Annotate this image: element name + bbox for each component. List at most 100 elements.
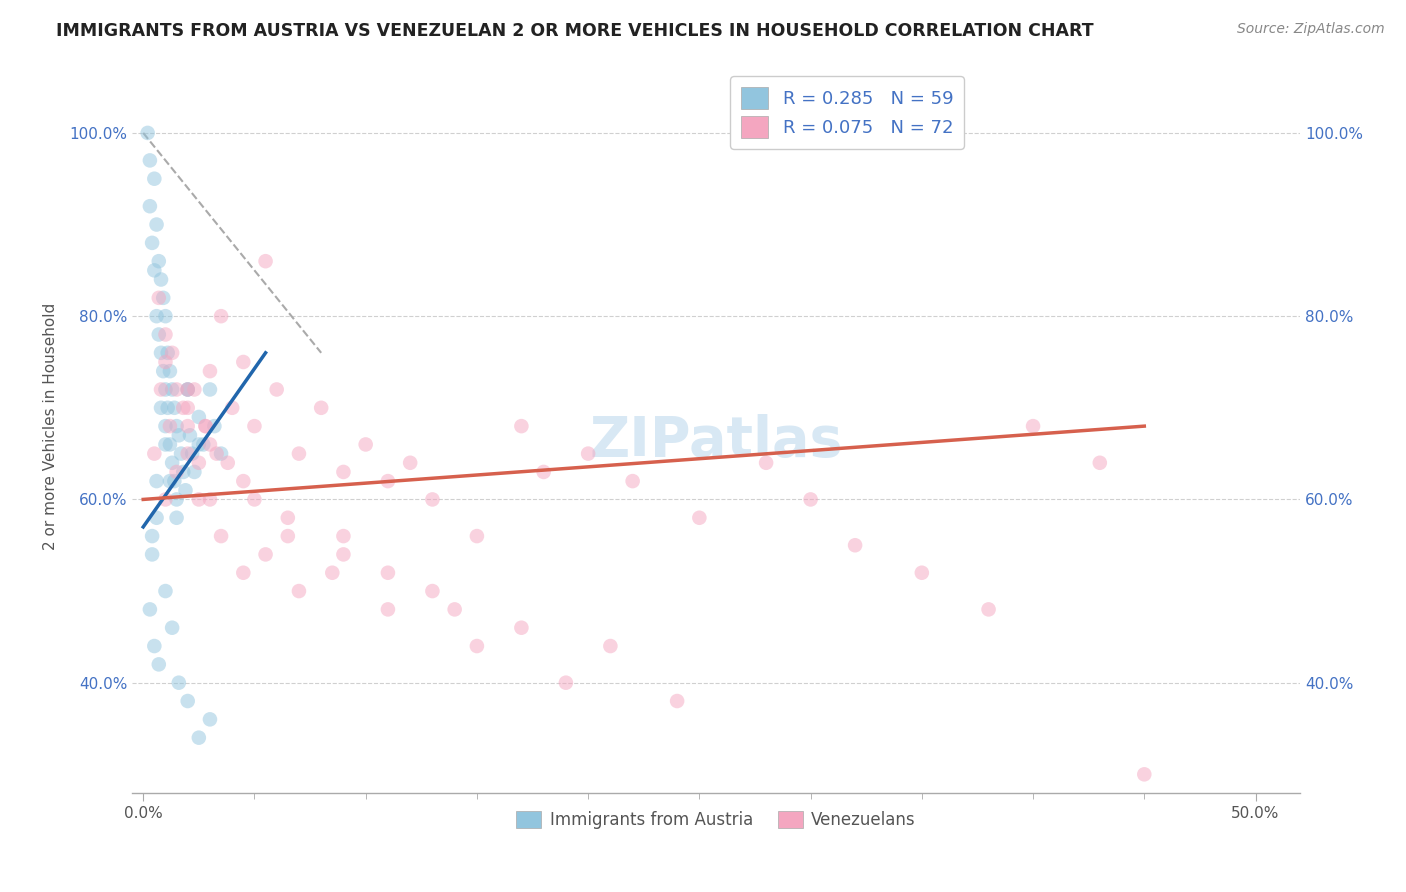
Point	[152, 364, 174, 378]
Point	[155, 383, 177, 397]
Point	[209, 447, 232, 461]
Point	[150, 346, 173, 360]
Point	[177, 401, 200, 415]
Point	[167, 675, 190, 690]
Point	[166, 419, 188, 434]
Point	[141, 548, 163, 562]
Point	[332, 548, 354, 562]
Point	[232, 355, 254, 369]
Point	[145, 218, 167, 232]
Point	[143, 171, 166, 186]
Point	[177, 383, 200, 397]
Point	[911, 566, 934, 580]
Point	[183, 465, 205, 479]
Point	[217, 456, 239, 470]
Point	[172, 465, 194, 479]
Point	[160, 346, 183, 360]
Point	[232, 566, 254, 580]
Point	[150, 272, 173, 286]
Point	[266, 383, 288, 397]
Point	[187, 731, 209, 745]
Point	[155, 492, 177, 507]
Point	[321, 566, 343, 580]
Point	[377, 602, 399, 616]
Point	[533, 465, 555, 479]
Point	[243, 419, 266, 434]
Point	[232, 474, 254, 488]
Point	[179, 428, 201, 442]
Point	[465, 639, 488, 653]
Point	[309, 401, 332, 415]
Point	[155, 584, 177, 599]
Point	[510, 419, 533, 434]
Point	[150, 401, 173, 415]
Point	[177, 383, 200, 397]
Point	[187, 409, 209, 424]
Point	[166, 510, 188, 524]
Point	[277, 529, 299, 543]
Point	[148, 657, 170, 672]
Point	[159, 364, 181, 378]
Point	[399, 456, 422, 470]
Point	[254, 254, 277, 268]
Point	[354, 437, 377, 451]
Point	[1022, 419, 1045, 434]
Point	[145, 474, 167, 488]
Point	[143, 263, 166, 277]
Point	[174, 483, 197, 498]
Point	[159, 474, 181, 488]
Point	[166, 492, 188, 507]
Point	[422, 584, 444, 599]
Point	[141, 235, 163, 250]
Point	[288, 584, 311, 599]
Point	[243, 492, 266, 507]
Point	[160, 456, 183, 470]
Point	[148, 327, 170, 342]
Point	[156, 401, 179, 415]
Legend: Immigrants from Austria, Venezuelans: Immigrants from Austria, Venezuelans	[509, 804, 922, 836]
Point	[160, 383, 183, 397]
Point	[163, 474, 186, 488]
Point	[170, 447, 193, 461]
Point	[443, 602, 465, 616]
Point	[181, 447, 204, 461]
Point	[377, 474, 399, 488]
Text: ZIPatlas: ZIPatlas	[589, 414, 842, 467]
Point	[172, 401, 194, 415]
Point	[198, 383, 221, 397]
Point	[163, 401, 186, 415]
Point	[221, 401, 243, 415]
Point	[1133, 767, 1156, 781]
Point	[576, 447, 599, 461]
Point	[155, 419, 177, 434]
Point	[152, 291, 174, 305]
Point	[156, 346, 179, 360]
Point	[177, 694, 200, 708]
Point	[688, 510, 710, 524]
Point	[198, 492, 221, 507]
Point	[187, 456, 209, 470]
Point	[177, 447, 200, 461]
Point	[177, 383, 200, 397]
Text: Source: ZipAtlas.com: Source: ZipAtlas.com	[1237, 22, 1385, 37]
Point	[510, 621, 533, 635]
Point	[194, 419, 217, 434]
Point	[254, 548, 277, 562]
Point	[143, 447, 166, 461]
Point	[187, 492, 209, 507]
Point	[167, 428, 190, 442]
Point	[209, 529, 232, 543]
Point	[148, 291, 170, 305]
Point	[177, 419, 200, 434]
Point	[465, 529, 488, 543]
Point	[422, 492, 444, 507]
Point	[599, 639, 621, 653]
Point	[193, 437, 215, 451]
Point	[187, 437, 209, 451]
Point	[755, 456, 778, 470]
Point	[198, 712, 221, 726]
Point	[155, 327, 177, 342]
Point	[139, 153, 162, 168]
Point	[977, 602, 1000, 616]
Point	[155, 437, 177, 451]
